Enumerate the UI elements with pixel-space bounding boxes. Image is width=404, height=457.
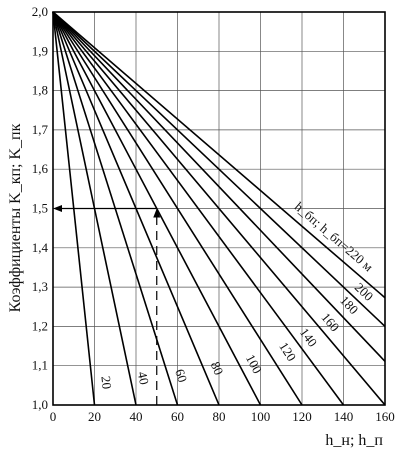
y-tick-1,0: 1,0	[32, 397, 48, 412]
curve-label-40: 40	[135, 370, 152, 386]
y-tick-2,0: 2,0	[32, 4, 48, 19]
y-tick-1,9: 1,9	[32, 43, 48, 58]
curve-label-220: h_бп; h_бп=220 м	[292, 199, 376, 274]
x-tick-100: 100	[251, 409, 271, 424]
x-tick-40: 40	[130, 409, 143, 424]
x-tick-60: 60	[171, 409, 184, 424]
curve-label-120: 120	[276, 339, 299, 364]
curve-label-60: 60	[172, 367, 190, 384]
x-axis-title: h_н; h_п	[325, 432, 383, 449]
plot-frame	[52, 11, 386, 406]
line-220	[52, 11, 386, 299]
x-tick-labels: 0 20 40 60 80 100 120 140 160	[50, 409, 395, 424]
y-tick-1,7: 1,7	[32, 122, 49, 137]
curve-label-80: 80	[208, 359, 227, 377]
x-tick-160: 160	[375, 409, 395, 424]
axes	[52, 11, 386, 406]
example-arrow-up	[153, 208, 161, 218]
y-axis-title: Коэффициенты K_кп; K_пк	[7, 123, 24, 312]
y-tick-1,4: 1,4	[32, 240, 49, 255]
x-tick-0: 0	[50, 409, 57, 424]
curve-label-100: 100	[243, 352, 265, 376]
example-arrow-left	[53, 205, 62, 212]
y-tick-1,8: 1,8	[32, 83, 48, 98]
line-160	[52, 11, 386, 406]
y-tick-1,3: 1,3	[32, 279, 48, 294]
x-tick-120: 120	[292, 409, 312, 424]
line-120	[52, 11, 303, 406]
x-tick-80: 80	[213, 409, 226, 424]
y-tick-labels: 1,0 1,1 1,2 1,3 1,4 1,5 1,6 1,7 1,8 1,9 2,0	[32, 4, 49, 412]
line-140	[52, 11, 345, 406]
x-tick-140: 140	[334, 409, 354, 424]
curve-label-20: 20	[98, 375, 114, 390]
y-tick-1,1: 1,1	[32, 358, 48, 373]
curve-label-180: 180	[337, 293, 361, 317]
y-tick-1,2: 1,2	[32, 318, 48, 333]
y-tick-1,6: 1,6	[32, 161, 49, 176]
x-tick-20: 20	[88, 409, 101, 424]
line-180	[52, 11, 386, 362]
example-guide	[53, 205, 161, 405]
y-tick-1,5: 1,5	[32, 201, 48, 216]
line-200	[52, 11, 386, 327]
